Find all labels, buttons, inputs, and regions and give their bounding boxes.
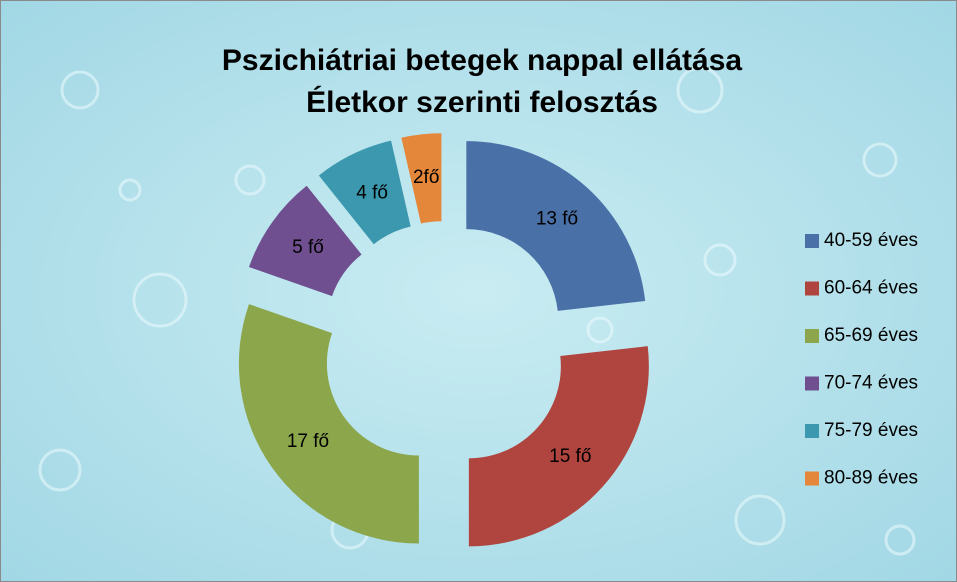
legend-swatch [805, 329, 819, 343]
chart-subtitle: Életkor szerinti felosztás [306, 85, 658, 119]
donut-segment [318, 140, 411, 245]
donut-segment [401, 133, 442, 224]
legend-label: 80-89 éves [824, 468, 918, 489]
donut-segment [249, 185, 362, 297]
data-label: 17 fő [287, 431, 329, 452]
legend-swatch [805, 234, 819, 248]
data-label: 15 fő [549, 446, 591, 467]
legend-label: 40-59 éves [824, 230, 918, 251]
legend-swatch [805, 471, 819, 486]
data-label: 5 fő [292, 237, 324, 258]
legend-swatch [805, 424, 819, 438]
donut-segment [466, 141, 646, 311]
donut-segment [468, 346, 649, 547]
data-label: 13 fő [536, 209, 578, 230]
drops [38, 66, 916, 556]
legend-label: 60-64 éves [824, 278, 918, 299]
data-label: 2fő [413, 167, 439, 188]
donut-segment [238, 304, 419, 544]
legend-label: 75-79 éves [824, 420, 918, 441]
legend-swatch [805, 376, 819, 391]
legend-label: 65-69 éves [824, 325, 918, 346]
chart-title: Pszichiátriai betegek nappal ellátása [222, 44, 743, 77]
data-label: 4 fő [356, 183, 388, 204]
legend-label: 70-74 éves [824, 373, 918, 394]
legend-swatch [805, 281, 819, 296]
